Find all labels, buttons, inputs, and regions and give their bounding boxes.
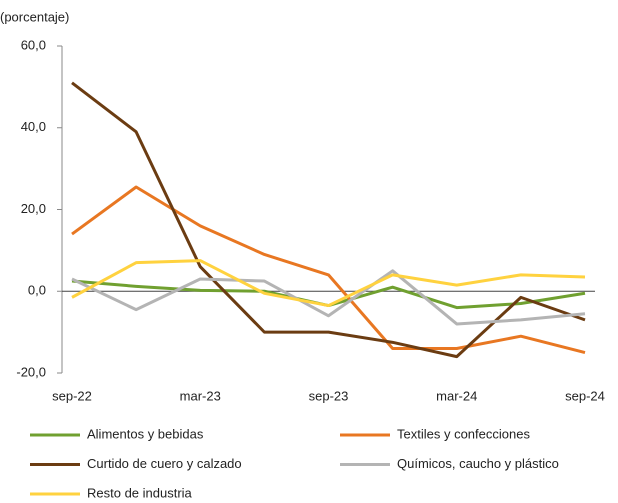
series-line xyxy=(71,81,586,359)
y-tick-label: -20,0 xyxy=(16,364,46,379)
y-tick-label: 40,0 xyxy=(21,119,46,134)
series-line xyxy=(71,259,586,308)
x-tick-label: sep-23 xyxy=(309,388,349,403)
legend-label: Curtido de cuero y calzado xyxy=(87,456,242,471)
legend-label: Resto de industria xyxy=(87,485,193,500)
legend-label: Textiles y confecciones xyxy=(397,426,530,441)
x-tick-label: sep-22 xyxy=(52,388,92,403)
y-axis-label: (porcentaje) xyxy=(0,9,69,24)
y-tick-label: 60,0 xyxy=(21,37,46,52)
x-tick-label: sep-24 xyxy=(565,388,605,403)
legend-label: Alimentos y bebidas xyxy=(87,426,204,441)
y-tick-label: 0,0 xyxy=(28,283,46,298)
x-tick-label: mar-23 xyxy=(180,388,221,403)
legend-label: Químicos, caucho y plástico xyxy=(397,456,559,471)
x-tick-label: mar-24 xyxy=(436,388,477,403)
y-tick-label: 20,0 xyxy=(21,201,46,216)
series-line xyxy=(71,269,586,326)
series-line xyxy=(71,185,586,355)
